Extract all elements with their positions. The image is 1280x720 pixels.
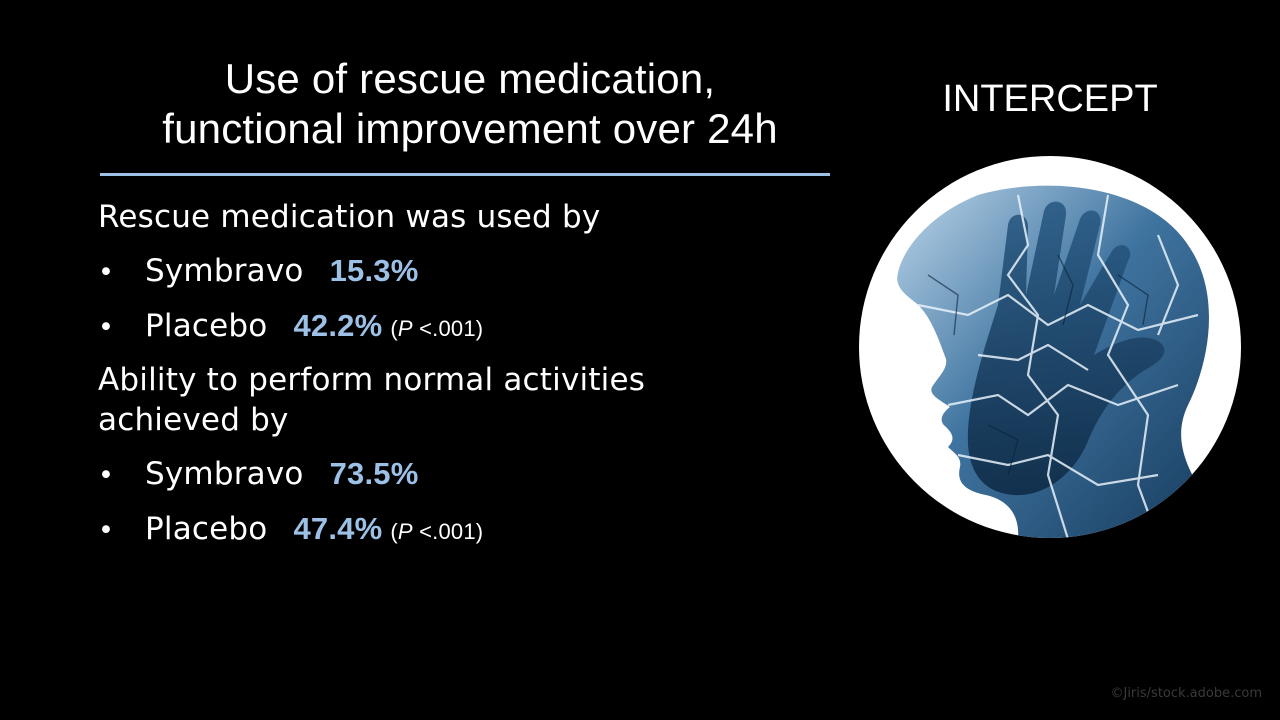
item-label: Symbravo — [145, 456, 304, 493]
slide-body: Rescue medication was used by • Symbravo… — [98, 197, 738, 563]
image-credit: ©Jiris/stock.adobe.com — [1110, 686, 1262, 701]
head-hand-icon — [859, 156, 1241, 538]
item-value: 47.4% — [293, 510, 383, 546]
section-heading-activities: Ability to perform normal activities ach… — [98, 360, 738, 441]
list-item: • Symbravo 73.5% — [98, 454, 738, 494]
item-label: Placebo — [145, 307, 268, 344]
item-label: Placebo — [145, 510, 268, 547]
p-value: (P <.001) — [390, 518, 483, 547]
slide-title-line-1: Use of rescue medication, — [224, 55, 716, 102]
slide-title-line-2: functional improvement over 24h — [162, 104, 778, 152]
item-label: Symbravo — [145, 253, 304, 290]
section-heading-rescue: Rescue medication was used by — [98, 199, 601, 235]
list-item: • Placebo 42.2% (P <.001) — [98, 306, 738, 346]
bullet-icon: • — [98, 257, 115, 289]
p-rest: <.001) — [412, 518, 484, 544]
list-item: • Placebo 47.4% (P <.001) — [98, 509, 738, 549]
p-value: (P <.001) — [390, 315, 483, 344]
section-heading-line-2: achieved by — [98, 402, 289, 439]
item-value: 42.2% — [293, 307, 383, 343]
p-open: ( — [390, 315, 398, 341]
p-open: ( — [390, 518, 398, 544]
slide-title: Use of rescue medication, functional imp… — [100, 54, 840, 153]
p-letter: P — [397, 518, 413, 544]
study-name: INTERCEPT — [942, 78, 1158, 120]
item-value: 73.5% — [329, 456, 419, 492]
section-heading-line-1: Ability to perform normal activities — [98, 361, 646, 398]
bullet-icon: • — [98, 311, 115, 343]
bullet-icon: • — [98, 514, 115, 546]
headache-illustration — [858, 155, 1242, 539]
p-rest: <.001) — [412, 315, 484, 341]
item-value: 15.3% — [329, 253, 419, 289]
list-item: • Symbravo 15.3% — [98, 251, 738, 291]
title-divider — [100, 173, 830, 176]
bullet-icon: • — [98, 460, 115, 492]
p-letter: P — [397, 315, 413, 341]
